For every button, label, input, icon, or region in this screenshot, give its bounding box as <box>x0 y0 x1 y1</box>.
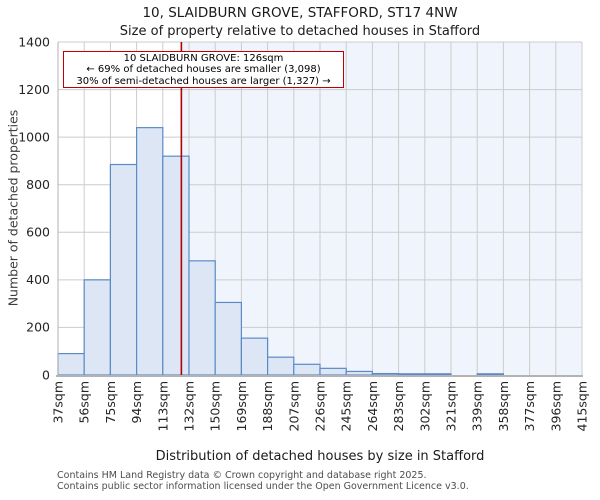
annotation-line-3: 30% of semi-detached houses are larger (… <box>76 75 331 87</box>
x-tick-label: 169sqm <box>234 381 249 431</box>
histogram-bar <box>83 279 111 376</box>
x-tick-label: 113sqm <box>155 381 170 431</box>
histogram-bar <box>476 373 505 376</box>
histogram-bar <box>214 301 242 376</box>
x-tick-label: 415sqm <box>575 381 590 431</box>
x-tick-label: 94sqm <box>129 381 144 424</box>
x-tick-label: 75sqm <box>103 381 118 424</box>
histogram-bar <box>293 363 321 376</box>
x-tick-label: 339sqm <box>470 381 485 431</box>
histogram-bar <box>240 337 269 376</box>
histogram-bar <box>371 372 400 376</box>
annotation-line-1: 10 SLAIDBURN GROVE: 126sqm <box>123 53 284 64</box>
x-tick-label: 188sqm <box>260 381 275 431</box>
histogram-bar <box>345 370 374 376</box>
histogram-bar <box>188 260 216 376</box>
chart-title: 10, SLAIDBURN GROVE, STAFFORD, ST17 4NW <box>142 5 458 21</box>
y-tick-label: 0 <box>42 367 50 382</box>
x-tick-label: 245sqm <box>339 381 354 431</box>
x-tick-label: 396sqm <box>548 381 563 431</box>
x-tick-label: 207sqm <box>286 381 301 431</box>
x-tick-label: 226sqm <box>313 381 328 431</box>
histogram-bar <box>162 155 190 376</box>
histogram-bar <box>136 127 164 376</box>
attribution-footer: Contains HM Land Registry data © Crown c… <box>57 470 469 492</box>
y-tick-label: 1000 <box>18 129 50 144</box>
histogram-bar <box>57 352 85 376</box>
x-tick-label: 358sqm <box>496 381 511 431</box>
annotation-line-2: ← 69% of detached houses are smaller (3,… <box>86 64 321 76</box>
y-tick-label: 400 <box>26 272 50 287</box>
x-tick-label: 321sqm <box>444 381 459 431</box>
x-tick-label: 377sqm <box>522 381 537 431</box>
y-tick-label: 1200 <box>18 82 50 97</box>
histogram-bar <box>424 373 452 376</box>
x-tick-label: 283sqm <box>391 381 406 431</box>
x-tick-label: 132sqm <box>182 381 197 431</box>
x-tick-label: 37sqm <box>51 381 66 424</box>
histogram-bar <box>398 373 426 376</box>
shade-right-of-marker <box>181 42 582 375</box>
x-axis-label: Distribution of detached houses by size … <box>155 449 485 464</box>
property-annotation-box: 10 SLAIDBURN GROVE: 126sqm ← 69% of deta… <box>63 51 344 88</box>
histogram-bar <box>109 163 138 376</box>
chart-subtitle: Size of property relative to detached ho… <box>119 24 481 39</box>
attribution-line-1: Contains HM Land Registry data © Crown c… <box>57 470 427 481</box>
x-tick-label: 150sqm <box>208 381 223 431</box>
y-tick-label: 600 <box>26 225 50 240</box>
x-tick-label: 56sqm <box>77 381 92 424</box>
y-tick-label: 200 <box>26 320 50 335</box>
x-tick-label: 264sqm <box>365 381 380 431</box>
y-axis-label: Number of detached properties <box>5 109 21 307</box>
attribution-line-2: Contains public sector information licen… <box>57 480 469 492</box>
y-tick-label: 800 <box>26 177 50 192</box>
x-tick-label: 302sqm <box>417 381 432 431</box>
y-tick-label: 1400 <box>18 34 50 49</box>
histogram-bar <box>267 356 295 376</box>
histogram-bar <box>319 367 347 376</box>
